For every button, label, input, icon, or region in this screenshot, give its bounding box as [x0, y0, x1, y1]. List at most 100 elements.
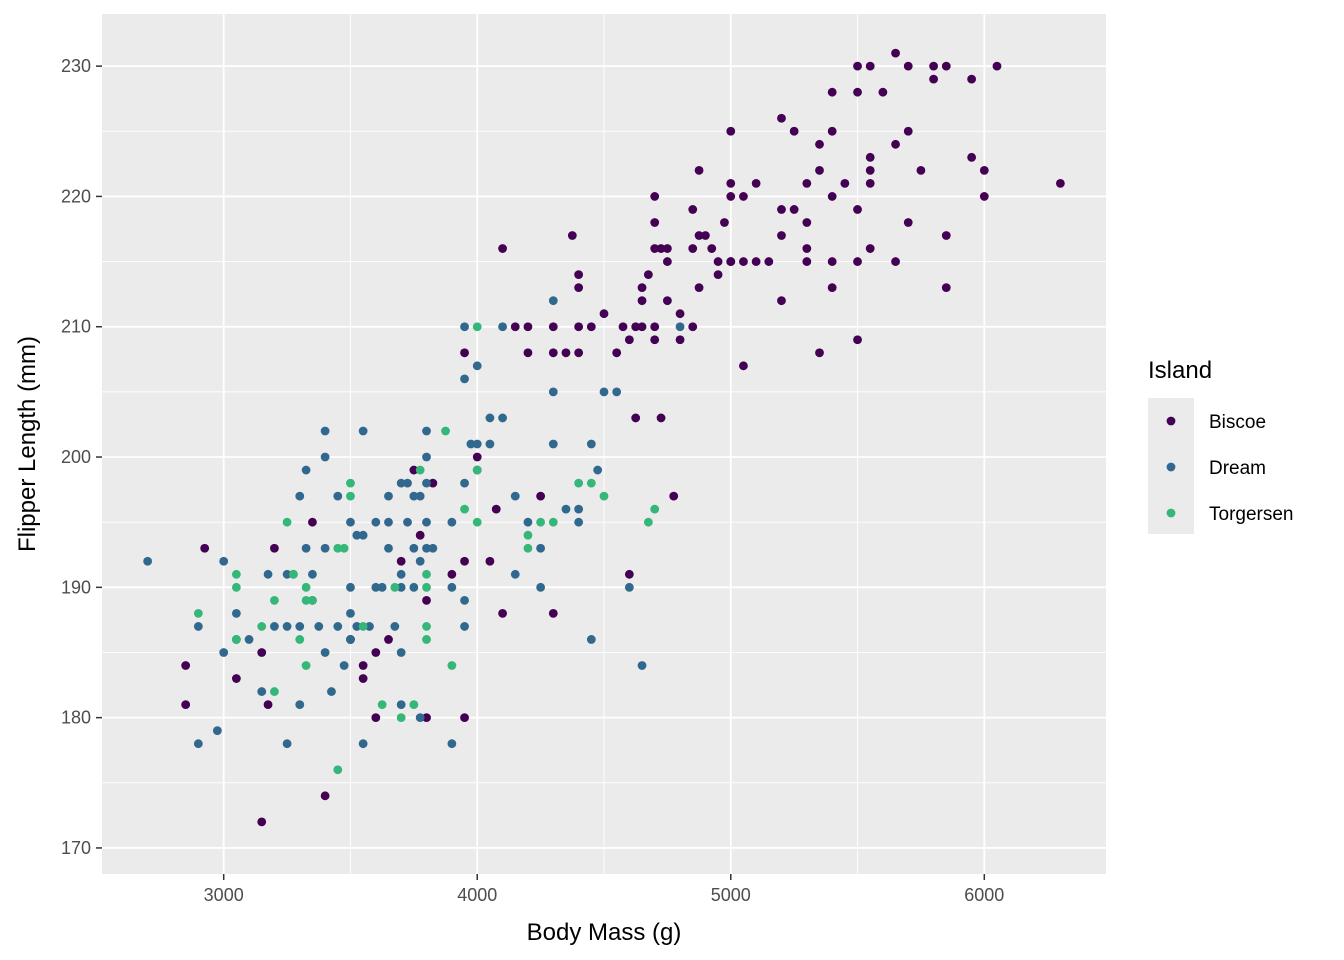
- point-biscoe: [688, 322, 698, 332]
- point-biscoe: [510, 322, 520, 332]
- point-biscoe: [662, 257, 672, 266]
- point-torgersen: [536, 517, 546, 527]
- point-dream: [574, 517, 584, 527]
- point-dream: [263, 569, 273, 579]
- point-dream: [282, 569, 292, 579]
- point-biscoe: [853, 87, 862, 97]
- point-biscoe: [891, 257, 900, 266]
- point-torgersen: [257, 622, 267, 631]
- point-dream: [396, 569, 406, 579]
- point-biscoe: [979, 165, 989, 175]
- point-dream: [460, 322, 469, 332]
- point-dream: [295, 622, 305, 631]
- point-dream: [371, 582, 381, 592]
- point-dream: [301, 465, 311, 475]
- point-biscoe: [916, 165, 926, 175]
- point-torgersen: [301, 582, 311, 592]
- point-biscoe: [713, 270, 723, 280]
- point-dream: [586, 439, 596, 449]
- legend-label-biscoe: Biscoe: [1209, 412, 1266, 433]
- point-biscoe: [422, 713, 431, 723]
- point-dream: [675, 322, 685, 332]
- point-dream: [447, 739, 457, 749]
- point-dream: [447, 517, 457, 527]
- point-biscoe: [726, 126, 736, 136]
- point-biscoe: [891, 48, 900, 58]
- point-biscoe: [802, 178, 812, 188]
- point-biscoe: [257, 648, 267, 657]
- point-biscoe: [624, 569, 634, 579]
- point-torgersen: [472, 322, 482, 332]
- legend-key-dream: [1166, 462, 1176, 472]
- point-biscoe: [320, 791, 330, 801]
- point-dream: [510, 491, 520, 501]
- point-torgersen: [599, 491, 609, 501]
- point-biscoe: [548, 608, 558, 618]
- point-dream: [422, 426, 431, 436]
- point-biscoe: [1055, 178, 1065, 188]
- point-dream: [193, 739, 203, 749]
- legend-label-dream: Dream: [1209, 458, 1266, 479]
- point-biscoe: [181, 661, 191, 670]
- point-biscoe: [865, 178, 875, 188]
- point-torgersen: [346, 478, 355, 488]
- point-dream: [624, 582, 634, 592]
- point-biscoe: [827, 192, 837, 201]
- point-torgersen: [333, 543, 343, 553]
- point-biscoe: [903, 126, 913, 136]
- point-dream: [390, 622, 400, 631]
- point-biscoe: [650, 335, 660, 345]
- y-tick-label: 200: [61, 447, 91, 467]
- point-dream: [320, 452, 330, 462]
- point-torgersen: [231, 569, 241, 579]
- point-biscoe: [624, 335, 634, 345]
- point-torgersen: [523, 530, 533, 540]
- point-dream: [396, 582, 406, 592]
- point-biscoe: [840, 178, 850, 188]
- point-dream: [415, 556, 425, 566]
- point-dream: [498, 413, 507, 423]
- point-biscoe: [929, 61, 938, 71]
- point-dream: [599, 387, 609, 397]
- point-biscoe: [878, 87, 888, 97]
- point-dream: [485, 413, 495, 423]
- point-biscoe: [650, 244, 660, 253]
- point-dream: [536, 543, 546, 553]
- point-torgersen: [548, 517, 558, 527]
- point-dream: [314, 622, 324, 631]
- point-biscoe: [815, 165, 824, 175]
- point-biscoe: [491, 504, 501, 514]
- point-biscoe: [694, 165, 704, 175]
- data-points: [143, 48, 1065, 827]
- point-biscoe: [891, 139, 900, 149]
- point-dream: [384, 491, 393, 501]
- point-biscoe: [523, 322, 533, 332]
- point-dream: [485, 439, 495, 449]
- x-axis-title: Body Mass (g): [527, 919, 682, 946]
- point-biscoe: [460, 713, 469, 723]
- point-torgersen: [422, 622, 431, 631]
- point-torgersen: [231, 635, 241, 644]
- legend: Island Biscoe Dream Torgersen: [1148, 357, 1294, 534]
- point-biscoe: [751, 178, 761, 188]
- point-biscoe: [789, 205, 799, 214]
- point-dream: [339, 661, 349, 670]
- point-biscoe: [967, 152, 977, 162]
- point-biscoe: [574, 348, 584, 358]
- x-tick-label: 6000: [964, 885, 1004, 905]
- point-biscoe: [815, 139, 824, 149]
- point-torgersen: [447, 661, 457, 670]
- point-torgersen: [396, 713, 406, 723]
- point-biscoe: [764, 257, 774, 266]
- point-biscoe: [358, 674, 368, 683]
- point-dream: [270, 622, 279, 631]
- point-torgersen: [472, 517, 482, 527]
- point-biscoe: [498, 244, 507, 253]
- point-biscoe: [447, 569, 457, 579]
- point-biscoe: [231, 674, 241, 683]
- point-biscoe: [777, 296, 786, 306]
- point-dream: [586, 635, 596, 644]
- point-dream: [231, 608, 241, 618]
- point-dream: [320, 426, 330, 436]
- point-biscoe: [903, 218, 913, 227]
